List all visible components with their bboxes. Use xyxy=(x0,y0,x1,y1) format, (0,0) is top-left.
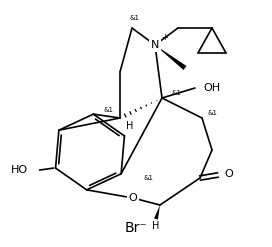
Text: HO: HO xyxy=(10,165,27,175)
Text: H: H xyxy=(152,221,160,231)
Text: +: + xyxy=(161,33,168,42)
Text: &1: &1 xyxy=(171,90,181,96)
Text: &1: &1 xyxy=(103,107,113,113)
Text: &1: &1 xyxy=(143,175,153,181)
Text: Br⁻: Br⁻ xyxy=(125,221,147,235)
Text: &1: &1 xyxy=(207,110,217,116)
Text: O: O xyxy=(224,169,233,179)
Text: O: O xyxy=(129,193,137,203)
Polygon shape xyxy=(155,45,187,70)
Text: N: N xyxy=(151,40,159,50)
Text: OH: OH xyxy=(203,83,220,93)
Text: H: H xyxy=(126,121,133,131)
Text: &1: &1 xyxy=(130,15,140,21)
Polygon shape xyxy=(154,205,160,220)
